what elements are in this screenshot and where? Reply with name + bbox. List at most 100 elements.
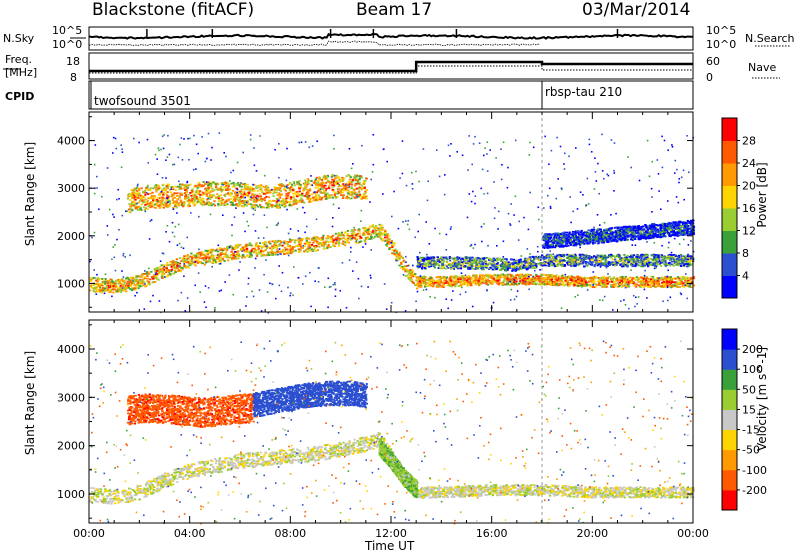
range-gate-cell [202,181,205,183]
range-gate-cell [360,176,363,179]
range-gate-cell [457,285,460,287]
range-gate-cell [566,280,569,283]
range-gate-cell [602,281,605,284]
range-gate-cell [151,277,154,280]
range-gate-cell [424,280,427,283]
range-gate-cell [186,258,189,260]
range-gate-cell [495,264,498,267]
range-gate-cell [107,284,110,287]
range-gate-cell [157,188,160,191]
range-gate-cell [187,197,190,200]
range-gate-cell [295,195,299,198]
range-gate-cell [271,253,275,256]
range-gate-cell [198,256,201,259]
range-gate-cell [106,281,109,283]
range-gate-cell [546,275,549,278]
range-gate-cell [401,256,404,259]
range-gate-cell [681,262,685,265]
range-gate-cell [335,181,338,184]
range-gate-cell [243,185,246,187]
range-gate-cell [254,200,257,202]
range-gate-cell [431,262,434,264]
range-gate-cell [298,183,301,186]
range-gate-cell [128,208,131,211]
range-gate-cell [395,259,398,262]
range-gate-cell [283,205,286,208]
range-gate-cell [129,199,132,201]
range-gate-cell [117,290,120,293]
range-gate-cell [139,208,142,211]
range-gate-cell [332,180,335,182]
range-gate-cell [653,280,656,282]
range-gate-cell [248,256,251,258]
range-gate-cell [157,187,161,190]
range-gate-cell [654,286,658,288]
range-gate-cell [173,196,176,199]
range-gate-cell [131,281,134,284]
range-gate-cell [145,202,148,204]
range-gate-cell [222,253,225,255]
range-gate-cell [330,175,333,178]
range-gate-cell [640,282,643,285]
range-gate-cell [243,203,246,206]
range-gate-cell [339,191,342,194]
nave-label: Nave [748,61,777,74]
range-gate-cell [277,239,280,242]
range-gate-cell [608,275,611,278]
range-gate-cell [316,241,319,244]
range-gate-cell [483,281,486,283]
range-gate-cell [101,286,104,289]
date-title: 03/Mar/2014 [582,0,691,20]
range-gate-cell [374,235,377,238]
range-gate-cell [553,278,556,280]
range-gate-cell [115,279,118,282]
range-gate-cell [104,278,107,280]
range-gate-cell [125,287,128,290]
range-gate-cell [184,186,187,188]
range-gate-cell [288,241,291,243]
range-gate-cell [334,242,338,245]
range-gate-cell [489,282,492,285]
range-gate-cell [338,192,341,194]
range-gate-cell [357,195,360,198]
range-gate-cell [433,280,436,283]
range-gate-cell [297,186,300,189]
range-gate-cell [633,284,636,287]
range-gate-cell [334,238,337,241]
range-gate-cell [570,277,573,280]
range-gate-cell [571,281,574,284]
range-gate-cell [236,243,239,246]
range-gate-cell [532,278,535,280]
range-gate-cell [130,194,134,197]
range-gate-cell [275,197,278,200]
range-gate-cell [612,286,615,288]
range-gate-cell [297,194,300,197]
range-gate-cell [263,198,266,201]
range-gate-cell [306,242,309,245]
range-gate-cell [185,259,188,262]
range-gate-cell [255,242,258,245]
range-gate-cell [498,264,501,267]
range-gate-cell [234,255,237,258]
range-gate-cell [618,281,621,284]
range-gate-cell [206,260,209,263]
range-gate-cell [362,197,365,199]
range-gate-cell [603,285,606,288]
range-gate-cell [201,262,204,265]
range-gate-cell [232,196,235,199]
range-gate-cell [658,280,661,283]
range-gate-cell [555,260,558,262]
range-gate-cell [304,179,307,182]
range-gate-cell [463,262,466,264]
range-gate-cell [108,286,111,289]
range-gate-cell [582,284,585,286]
range-gate-cell [167,197,170,200]
range-gate-cell [535,282,538,285]
range-gate-cell [658,278,661,280]
range-gate-cell [554,275,557,277]
range-gate-cell [141,274,144,276]
range-gate-cell [297,244,300,247]
range-gate-cell [491,275,494,277]
range-gate-cell [89,285,93,287]
range-gate-cell [306,181,309,184]
